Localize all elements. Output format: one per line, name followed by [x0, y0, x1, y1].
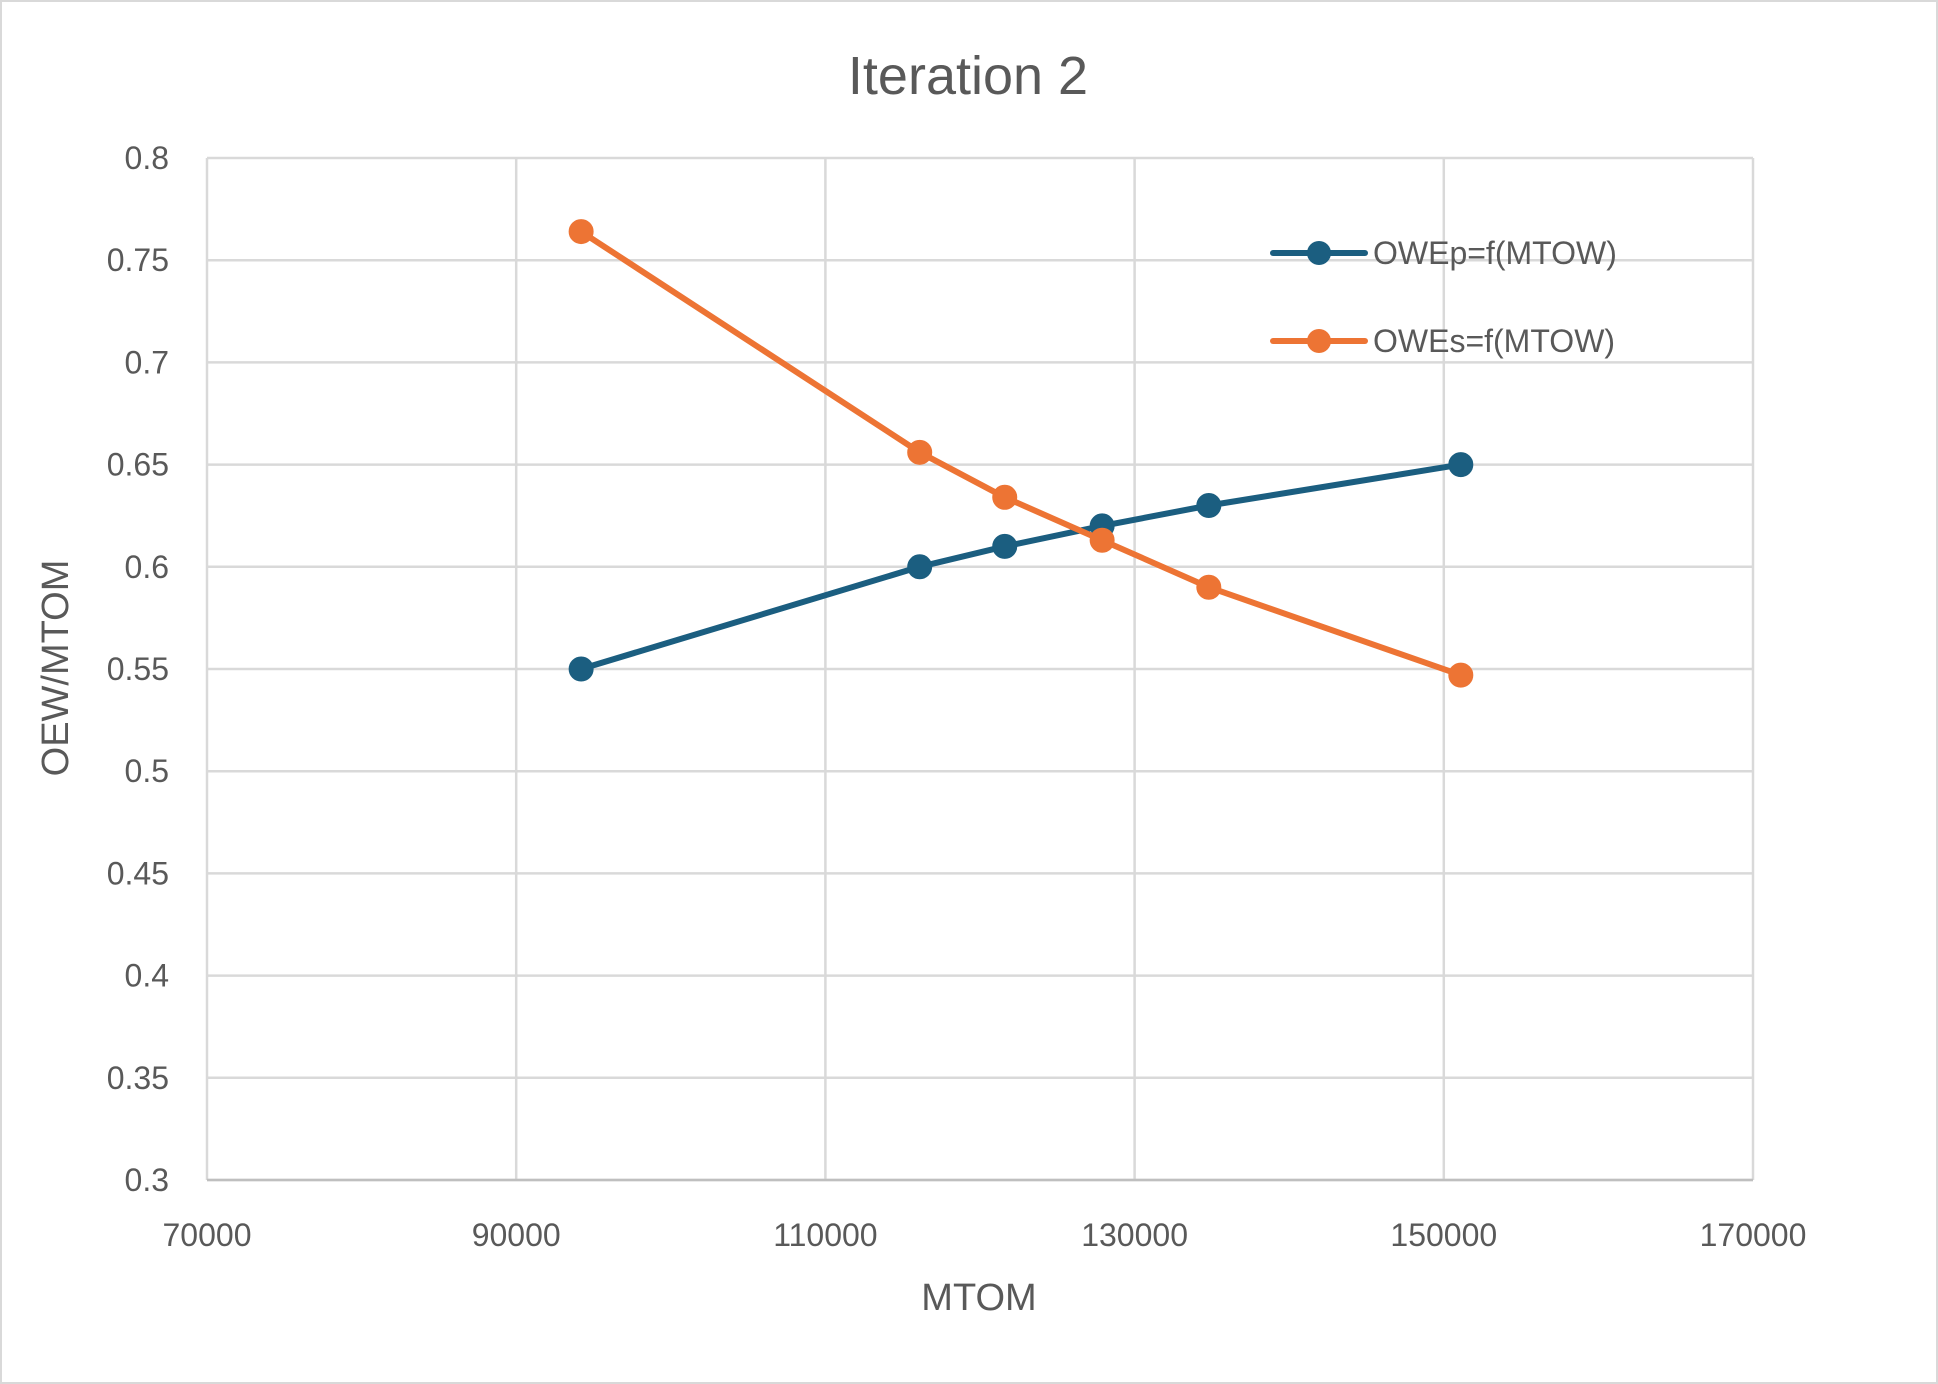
- x-tick-label: 90000: [472, 1217, 561, 1253]
- data-point: [1196, 492, 1222, 518]
- legend-item: OWEp=f(MTOW): [1270, 235, 1617, 271]
- axes: 0.3 0.35 0.4 0.45 0.5 0.55 0.6 0.65 0.7 0.75 0.8 70…: [107, 140, 1807, 1253]
- x-tick-label: 70000: [163, 1217, 252, 1253]
- y-axis-title: OEW/MTOM: [35, 560, 77, 777]
- data-point: [992, 484, 1018, 510]
- y-tick-label: 0.45: [107, 855, 169, 891]
- y-tick-label: 0.65: [107, 447, 169, 483]
- y-tick-label: 0.8: [125, 140, 169, 176]
- x-axis-title: MTOM: [921, 1277, 1036, 1319]
- data-point: [1089, 527, 1115, 553]
- x-tick-label: 110000: [773, 1217, 877, 1253]
- data-point: [907, 439, 933, 465]
- data-point: [1196, 574, 1222, 600]
- y-tick-label: 0.6: [125, 549, 169, 585]
- x-tick-label: 170000: [1700, 1217, 1807, 1253]
- chart-title: Iteration 2: [848, 46, 1088, 106]
- data-point: [992, 533, 1018, 559]
- y-tick-label: 0.75: [107, 242, 169, 278]
- y-tick-label: 0.3: [125, 1162, 169, 1198]
- data-point: [1448, 662, 1474, 688]
- y-tick-label: 0.7: [125, 344, 169, 380]
- x-tick-label: 130000: [1081, 1217, 1188, 1253]
- data-point: [568, 656, 594, 682]
- x-tick-label: 150000: [1390, 1217, 1497, 1253]
- series-line: [578, 461, 1464, 672]
- y-tick-label: 0.5: [125, 753, 169, 789]
- y-tick-label: 0.4: [125, 958, 169, 994]
- legend-item: OWEs=f(MTOW): [1270, 323, 1615, 359]
- series-2: [568, 219, 1474, 688]
- y-tick-label: 0.35: [107, 1060, 169, 1096]
- data-point: [1448, 452, 1474, 478]
- legend-label: OWEp=f(MTOW): [1373, 235, 1617, 271]
- data-point: [568, 219, 594, 245]
- legend-marker: [1307, 241, 1331, 265]
- data-point: [907, 554, 933, 580]
- gridlines: [205, 156, 1755, 1182]
- legend-label: OWEs=f(MTOW): [1373, 323, 1615, 359]
- legend-marker: [1307, 329, 1331, 353]
- legend: OWEp=f(MTOW) OWEs=f(MTOW): [1270, 235, 1617, 359]
- y-tick-label: 0.55: [107, 651, 169, 687]
- series-layer: [568, 219, 1474, 688]
- series-line: [578, 228, 1464, 679]
